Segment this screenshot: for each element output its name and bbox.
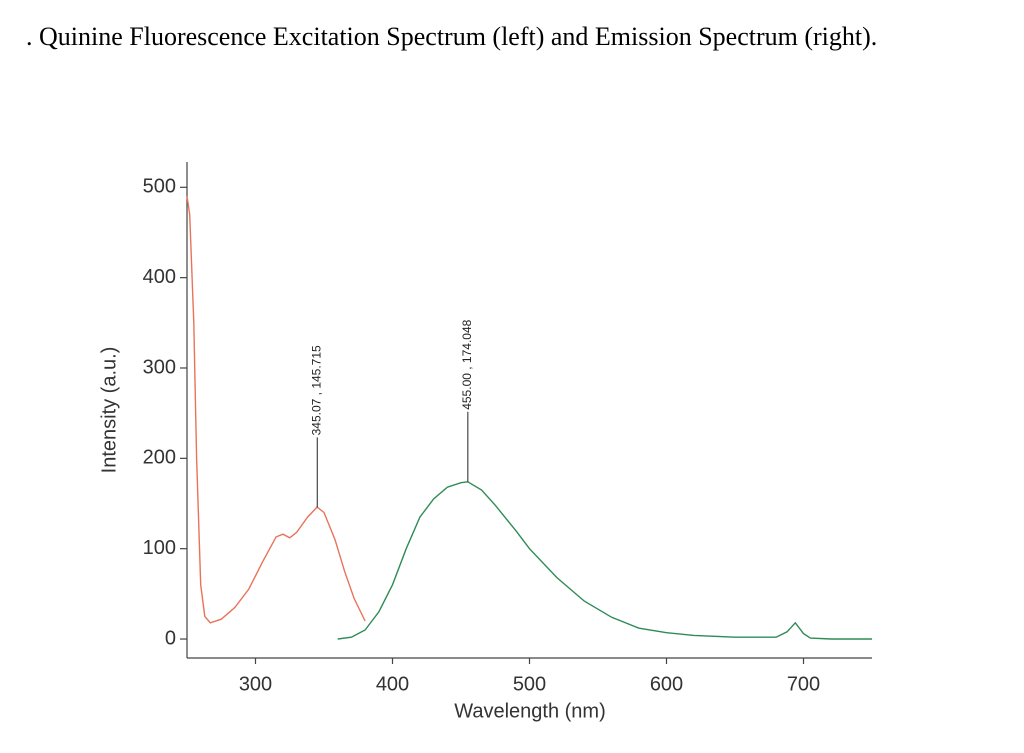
x-axis-label: Wavelength (nm) — [454, 700, 606, 722]
y-tick-label: 500 — [143, 176, 176, 198]
y-axis-label: Intensity (a.u.) — [98, 347, 120, 474]
x-tick-label: 700 — [787, 673, 820, 695]
annotation-label: 345.07 , 145.715 — [309, 345, 323, 435]
x-tick-label: 600 — [650, 673, 683, 695]
y-tick-label: 0 — [165, 627, 176, 649]
annotation-label: 455.00 , 174.048 — [460, 319, 474, 409]
y-tick-label: 400 — [143, 266, 176, 288]
x-tick-label: 400 — [376, 673, 409, 695]
y-tick-label: 200 — [143, 447, 176, 469]
x-tick-label: 500 — [513, 673, 546, 695]
y-tick-label: 100 — [143, 537, 176, 559]
chart-title: . Quinine Fluorescence Excitation Spectr… — [26, 22, 877, 51]
y-tick-label: 300 — [143, 356, 176, 378]
spectrum-line — [337, 481, 872, 640]
x-tick-label: 300 — [239, 673, 272, 695]
spectrum-line — [186, 196, 366, 624]
